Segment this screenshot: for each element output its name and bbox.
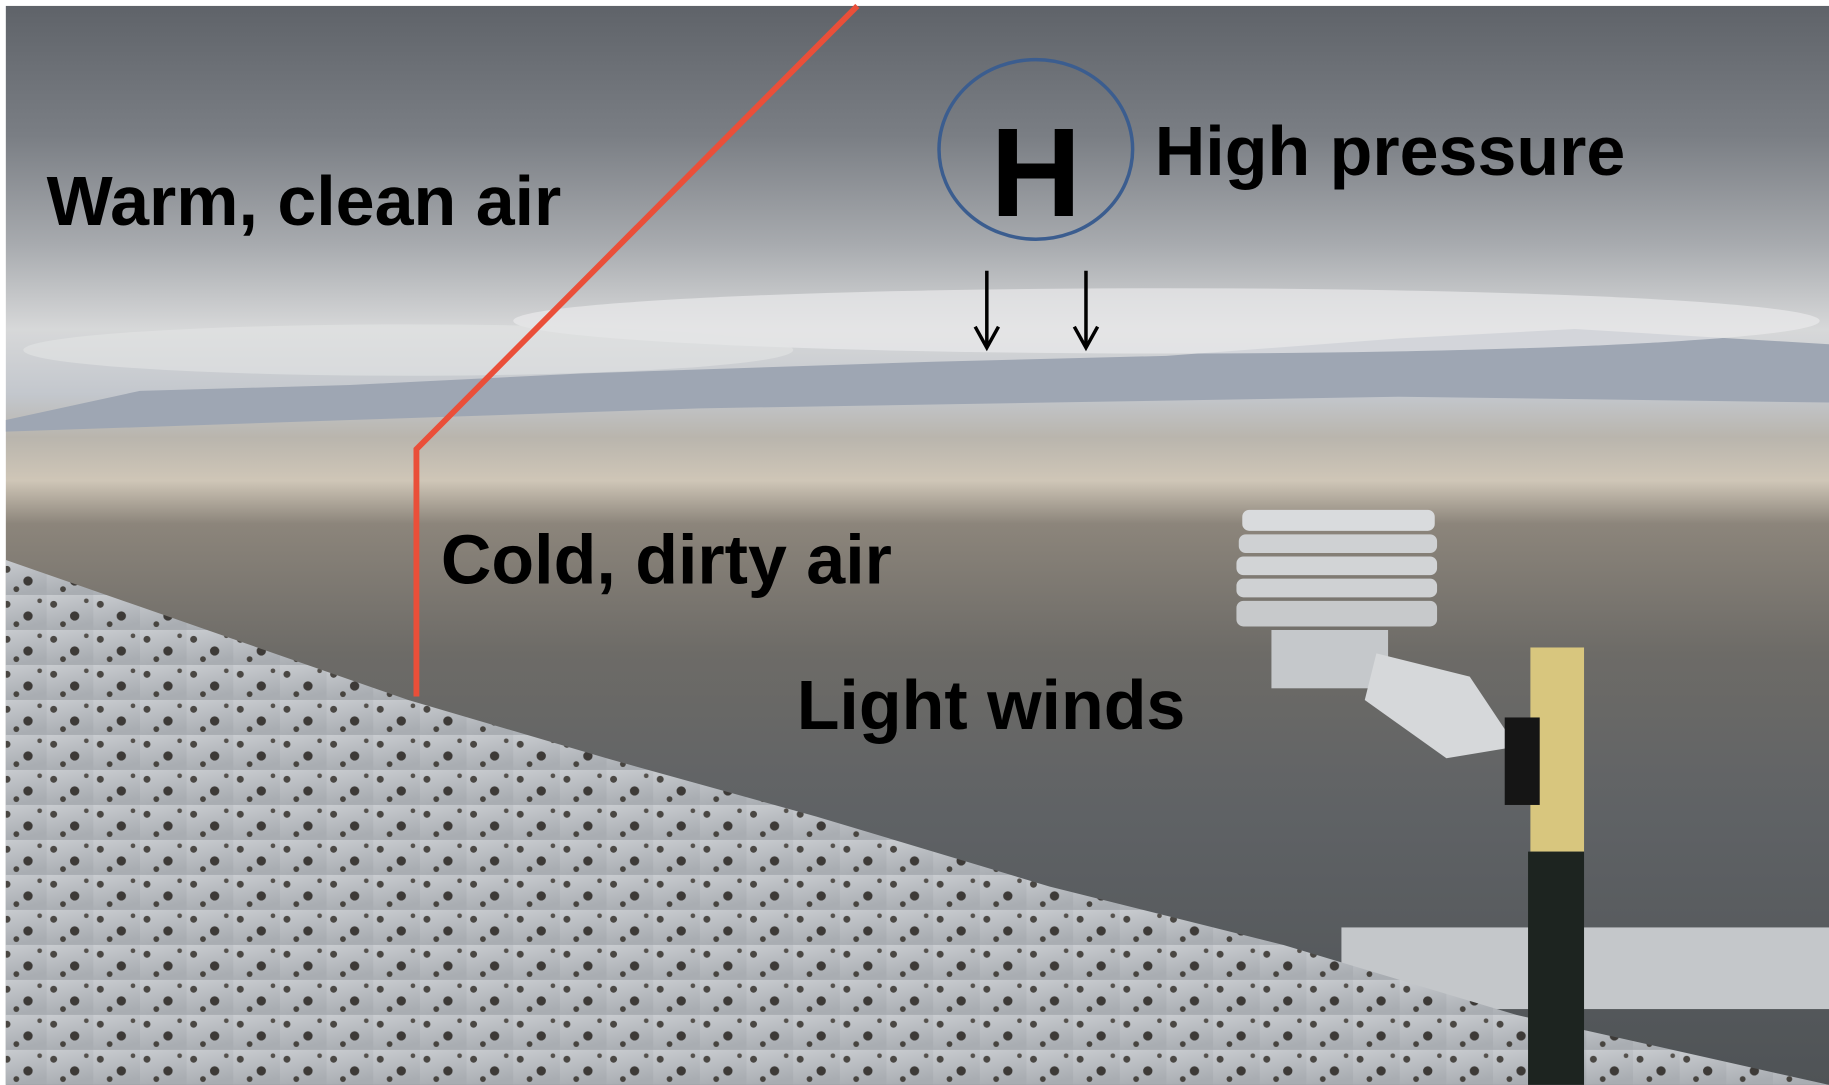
light-winds-label: Light winds <box>797 666 1186 744</box>
high-pressure-label: High pressure <box>1155 112 1625 190</box>
high-circle <box>937 57 1135 241</box>
inversion-line <box>413 3 860 697</box>
clouds <box>23 324 794 376</box>
weather-sensor <box>1236 509 1585 1085</box>
high-symbol: H <box>990 102 1081 243</box>
cold-air-label: Cold, dirty air <box>441 520 892 598</box>
clouds <box>513 288 1820 354</box>
warm-air-label: Warm, clean air <box>47 162 562 240</box>
subsidence-arrows <box>973 270 1100 352</box>
snowy-slope <box>5 559 1829 1085</box>
